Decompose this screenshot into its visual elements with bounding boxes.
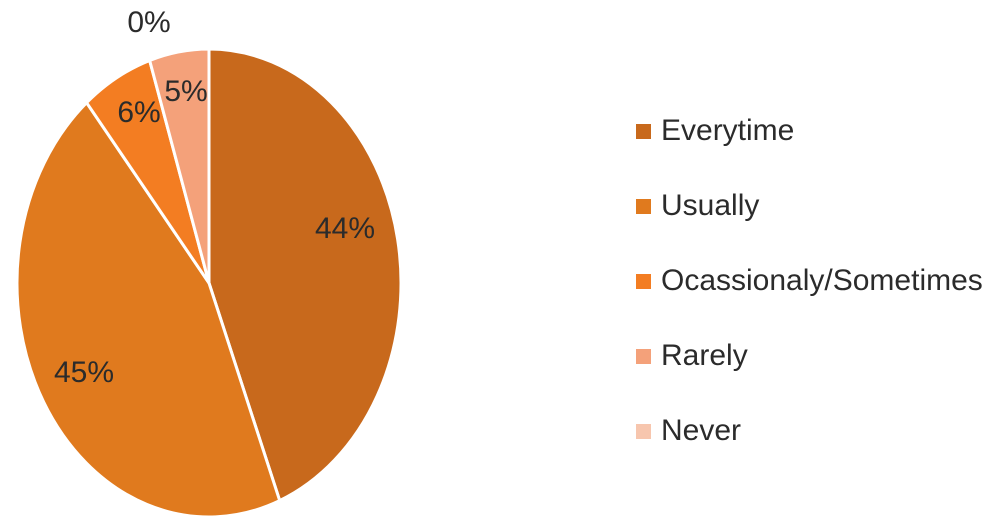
- slice-data-label: 6%: [117, 96, 160, 129]
- legend-item-ocassionaly-sometimes: Ocassionaly/Sometimes: [636, 262, 983, 300]
- slice-data-label: 5%: [164, 75, 207, 108]
- legend-item-usually: Usually: [636, 187, 983, 225]
- legend-label: Usually: [661, 189, 760, 222]
- legend-label: Rarely: [661, 339, 748, 372]
- legend-label: Ocassionaly/Sometimes: [661, 264, 983, 297]
- legend-item-never: Never: [636, 412, 983, 450]
- legend-item-everytime: Everytime: [636, 112, 983, 150]
- slice-data-label: 45%: [54, 356, 114, 389]
- legend-swatch: [636, 348, 651, 364]
- legend-swatch: [636, 198, 651, 214]
- legend-swatch: [636, 423, 651, 439]
- pie-slice-everytime: [207, 47, 403, 503]
- slice-data-label: 0%: [127, 6, 170, 39]
- pie-slice-usually: [15, 101, 282, 519]
- legend-item-rarely: Rarely: [636, 337, 983, 375]
- legend-label: Everytime: [661, 114, 795, 147]
- legend-label: Never: [661, 414, 742, 447]
- legend-swatch: [636, 123, 651, 139]
- legend-swatch: [636, 273, 651, 289]
- pie-slice-rarely: [148, 47, 211, 285]
- legend: Everytime Usually Ocassionaly/Sometimes …: [636, 112, 983, 450]
- slice-data-label: 44%: [315, 212, 375, 245]
